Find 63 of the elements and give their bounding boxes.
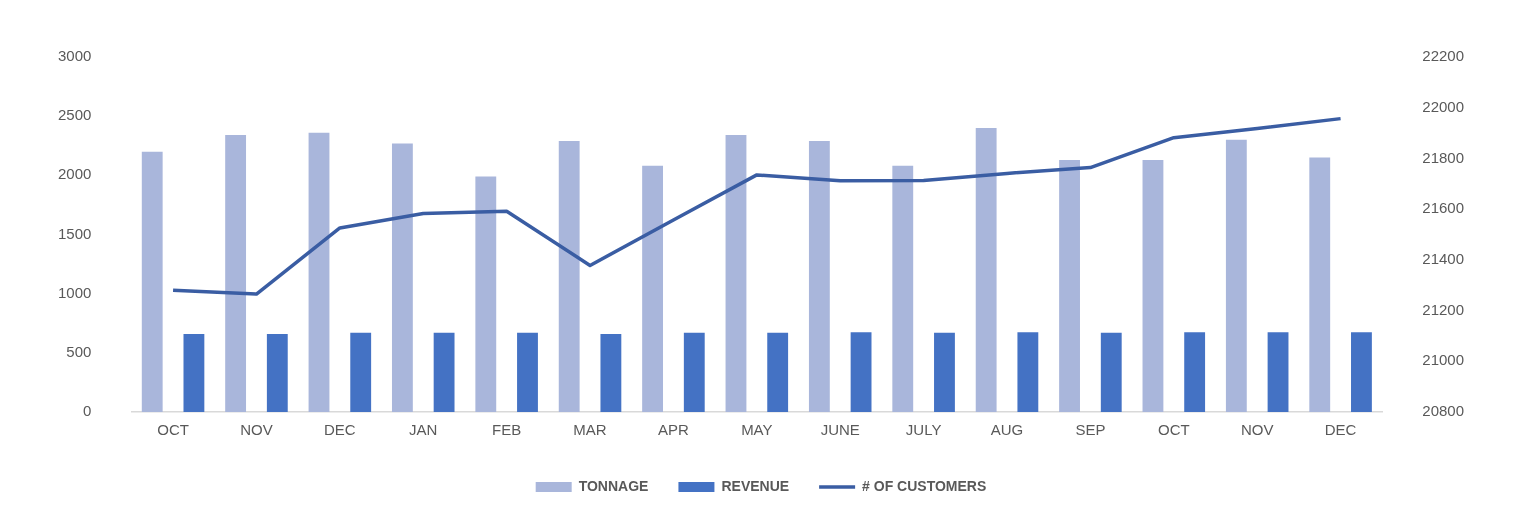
bar xyxy=(642,165,664,412)
legend-label: REVENUE xyxy=(721,477,790,494)
x-tick-label: DEC xyxy=(1324,421,1357,439)
bar xyxy=(1142,159,1164,412)
bar xyxy=(1351,332,1372,412)
y2-tick-label: 22200 xyxy=(1422,47,1465,65)
bar xyxy=(892,165,914,412)
bar xyxy=(183,333,205,412)
bar xyxy=(1267,332,1289,412)
x-tick-label: NOV xyxy=(240,421,273,439)
bar xyxy=(1309,157,1331,412)
bar xyxy=(433,332,455,412)
y-tick-label: 2000 xyxy=(57,165,92,183)
y2-tick-label: 22000 xyxy=(1422,97,1465,115)
x-tick-label: DEC xyxy=(324,421,356,439)
y-tick-label: 2500 xyxy=(57,106,92,124)
bar xyxy=(1100,332,1122,412)
bar xyxy=(767,332,789,412)
y-tick-label: 1000 xyxy=(57,283,92,301)
bar xyxy=(725,135,747,412)
y2-tick-label: 21800 xyxy=(1422,148,1465,166)
x-tick-label: AUG xyxy=(990,421,1024,439)
y2-tick-label: 21400 xyxy=(1422,250,1465,267)
legend-label: # OF CUSTOMERS xyxy=(862,477,987,494)
bar xyxy=(1017,332,1039,412)
bar xyxy=(1225,139,1247,412)
bar xyxy=(350,332,372,412)
x-tick-label: JAN xyxy=(409,421,438,439)
x-tick-label: JUNE xyxy=(820,421,860,439)
y2-tick-label: 21000 xyxy=(1422,351,1465,369)
legend-label: TONNAGE xyxy=(578,477,649,494)
bar xyxy=(308,132,330,412)
bar xyxy=(850,332,872,412)
y2-tick-label: 21200 xyxy=(1422,300,1465,318)
x-tick-label: MAY xyxy=(741,421,773,439)
x-tick-label: OCT xyxy=(1157,421,1190,439)
y-tick-label: 3000 xyxy=(57,47,92,65)
bar xyxy=(683,332,705,412)
bar xyxy=(558,141,580,412)
x-tick-label: JULY xyxy=(905,421,942,439)
bar xyxy=(475,176,497,412)
y2-tick-label: 20800 xyxy=(1422,402,1465,420)
x-tick-label: NOV xyxy=(1240,421,1274,439)
bar xyxy=(391,143,413,412)
bar xyxy=(600,333,622,412)
bar xyxy=(517,332,538,412)
y2-tick-label: 21600 xyxy=(1422,199,1465,217)
x-tick-label: MAR xyxy=(573,421,607,439)
bar xyxy=(266,333,288,412)
x-tick-label: FEB xyxy=(492,421,522,439)
x-tick-label: SEP xyxy=(1075,421,1106,439)
y-tick-label: 500 xyxy=(66,342,92,360)
y-tick-label: 1500 xyxy=(57,224,92,242)
bar xyxy=(1184,332,1206,412)
y-tick-label: 0 xyxy=(83,402,92,420)
bar xyxy=(1059,159,1080,412)
bar xyxy=(808,141,830,412)
bar xyxy=(975,128,997,412)
bar xyxy=(225,135,247,412)
bar xyxy=(141,151,163,412)
x-tick-label: OCT xyxy=(157,421,189,439)
x-tick-label: APR xyxy=(658,421,690,439)
bar xyxy=(934,332,955,412)
